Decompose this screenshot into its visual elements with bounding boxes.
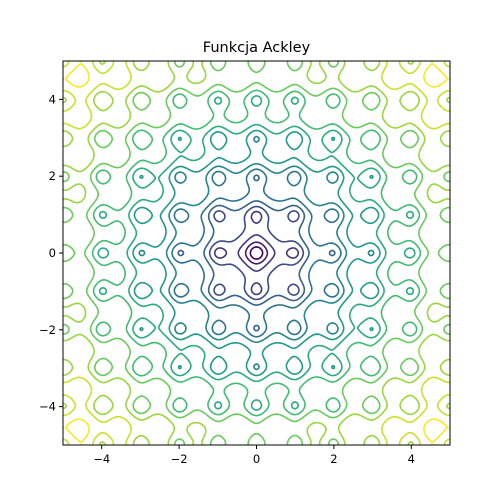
y-axis: −4 −2 0 2 4 — [39, 92, 63, 414]
x-tick-label: −2 — [171, 452, 188, 466]
y-tick-label: 4 — [49, 92, 56, 106]
contour-level-7 — [138, 135, 375, 371]
contour-level-11 — [63, 61, 450, 445]
y-tick-label: 2 — [49, 169, 56, 183]
contour-lines — [63, 61, 450, 445]
contour-level-8 — [132, 129, 381, 377]
x-tick-label: 2 — [330, 452, 337, 466]
contour-level-5 — [177, 174, 336, 332]
y-tick-label: −2 — [39, 323, 56, 337]
contour-level-2 — [244, 241, 269, 265]
contour-level-14 — [63, 61, 450, 445]
plot-frame — [62, 60, 451, 446]
contour-level-10 — [91, 89, 422, 417]
contour-level-4 — [208, 205, 305, 301]
contour-level-13 — [63, 61, 450, 445]
contour-level-9 — [97, 95, 416, 411]
y-tick-label: 0 — [49, 246, 56, 260]
contour-level-6 — [171, 168, 342, 338]
x-tick-label: −4 — [93, 452, 110, 466]
y-tick-label: −4 — [39, 400, 56, 414]
x-axis: −4 −2 0 2 4 — [93, 445, 415, 466]
x-tick-label: 0 — [253, 452, 260, 466]
contour-level-1 — [249, 246, 264, 260]
contour-level-12 — [63, 61, 450, 445]
chart-title: Funkcja Ackley — [203, 40, 311, 56]
x-tick-label: 4 — [408, 452, 415, 466]
contour-level-3 — [213, 210, 300, 296]
